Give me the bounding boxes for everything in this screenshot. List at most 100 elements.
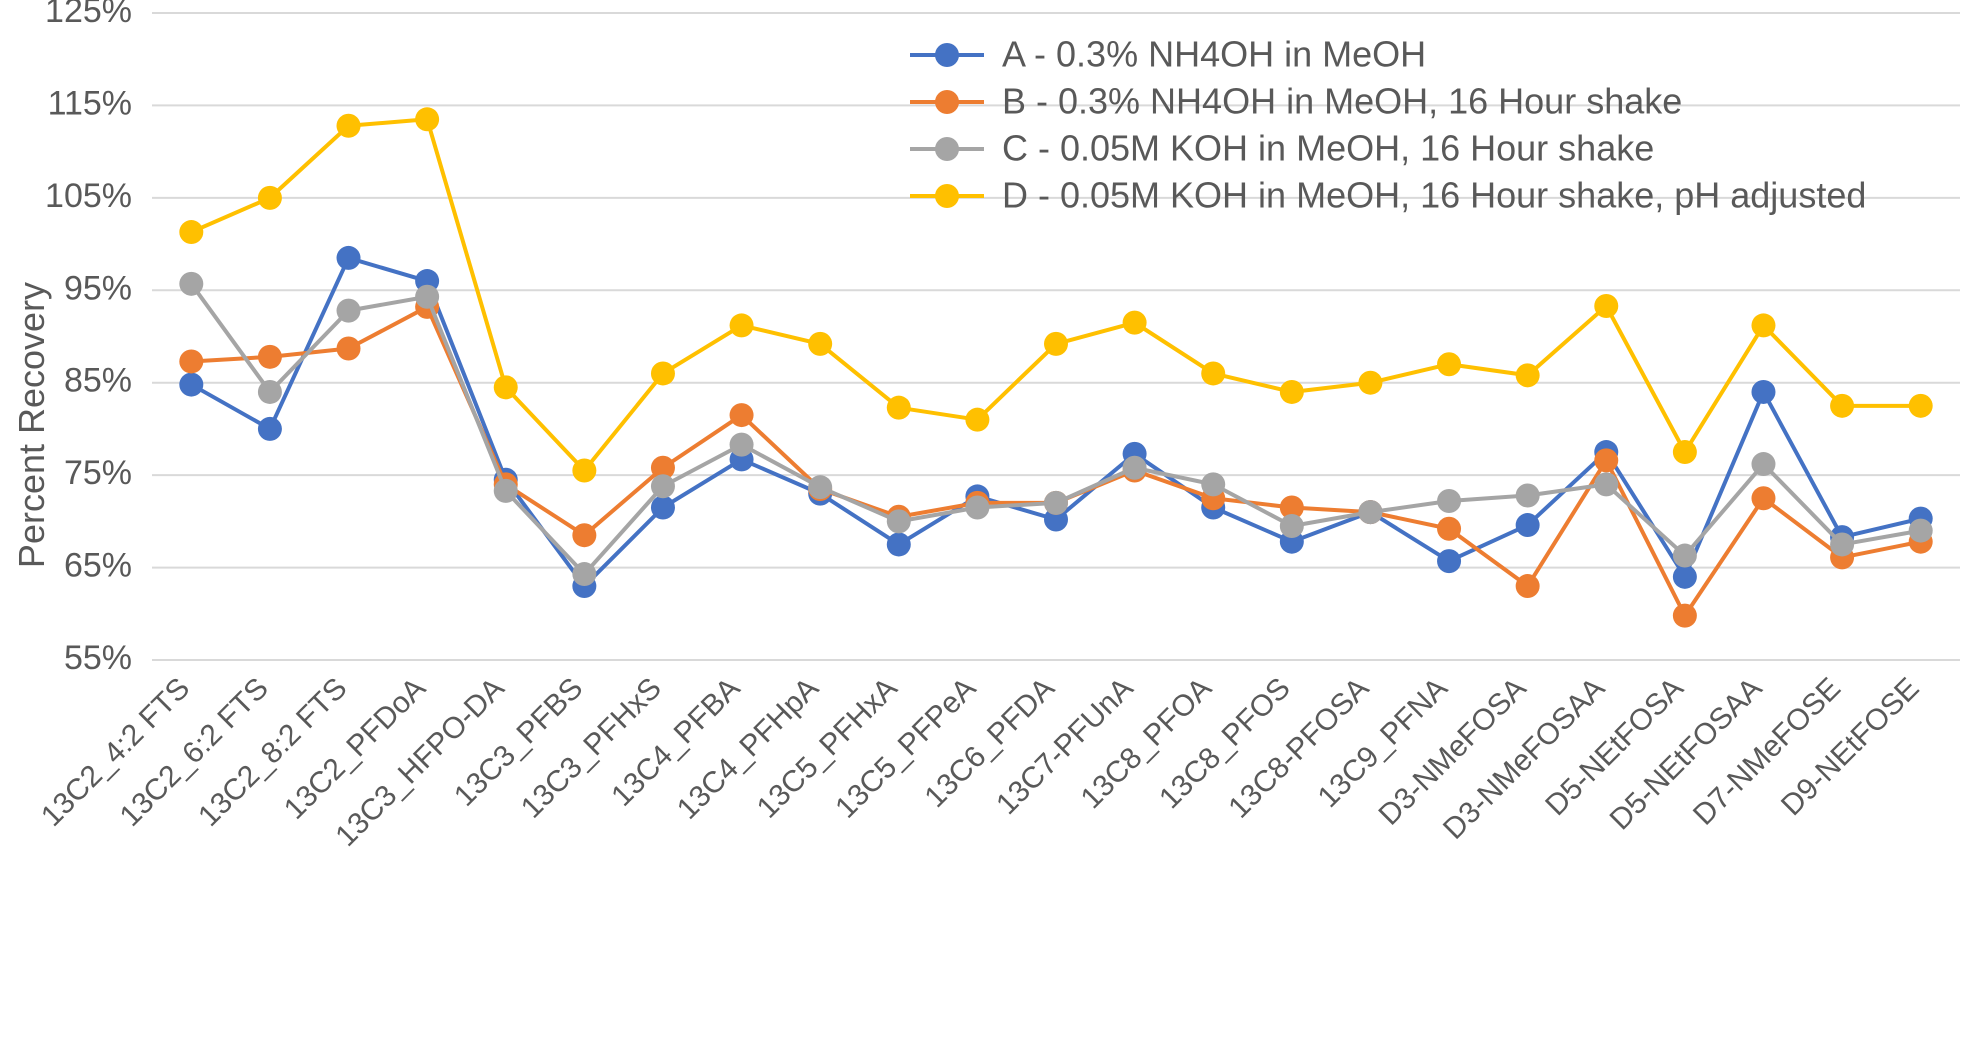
legend-item-label: D - 0.05M KOH in MeOH, 16 Hour shake, pH… bbox=[1002, 175, 1866, 216]
x-axis-tick-label: 13C5_PFPeA bbox=[829, 672, 982, 825]
legend-swatch-marker bbox=[935, 137, 959, 161]
y-axis-tick-label: 75% bbox=[64, 454, 132, 492]
data-point bbox=[1751, 486, 1776, 511]
data-point bbox=[493, 478, 518, 503]
series-d bbox=[179, 107, 1933, 483]
data-point bbox=[493, 375, 518, 400]
data-point bbox=[965, 407, 990, 432]
data-point bbox=[1594, 293, 1619, 318]
data-point bbox=[1672, 603, 1697, 628]
data-point bbox=[729, 403, 754, 428]
data-point bbox=[336, 113, 361, 138]
data-point bbox=[1672, 543, 1697, 568]
y-axis-tick-label: 65% bbox=[64, 547, 132, 585]
x-axis-tick-label: 13C8-PFOSA bbox=[1222, 672, 1375, 825]
y-axis-tick-label: 115% bbox=[48, 84, 132, 122]
data-point bbox=[179, 271, 204, 296]
data-point bbox=[257, 416, 282, 441]
y-axis-tick-label: 95% bbox=[64, 269, 132, 307]
data-point bbox=[1672, 440, 1697, 465]
legend-swatch-marker bbox=[935, 43, 959, 67]
data-point bbox=[650, 495, 675, 520]
data-point bbox=[257, 379, 282, 404]
data-point bbox=[179, 372, 204, 397]
legend-item-label: B - 0.3% NH4OH in MeOH, 16 Hour shake bbox=[1002, 81, 1682, 122]
data-point bbox=[1437, 352, 1462, 377]
x-axis-tick-label: 13C3_PFHxS bbox=[515, 672, 668, 825]
data-point bbox=[1279, 495, 1304, 520]
data-point bbox=[1201, 472, 1226, 497]
legend-item[interactable]: A - 0.3% NH4OH in MeOH bbox=[910, 34, 1426, 75]
x-axis-tick-label: 13C7-PFUnA bbox=[990, 672, 1139, 821]
data-point bbox=[1279, 379, 1304, 404]
data-point bbox=[1358, 500, 1383, 525]
data-point bbox=[336, 336, 361, 361]
data-point bbox=[1201, 361, 1226, 386]
legend-item-label: C - 0.05M KOH in MeOH, 16 Hour shake bbox=[1002, 128, 1654, 169]
data-point bbox=[729, 313, 754, 338]
data-point bbox=[1437, 549, 1462, 574]
y-axis-tick-label: 55% bbox=[64, 639, 132, 677]
data-point bbox=[808, 331, 833, 356]
data-point bbox=[729, 432, 754, 457]
legend-item-label: A - 0.3% NH4OH in MeOH bbox=[1002, 34, 1426, 75]
legend-item[interactable]: C - 0.05M KOH in MeOH, 16 Hour shake bbox=[910, 128, 1654, 169]
data-point bbox=[257, 344, 282, 369]
data-point bbox=[1830, 393, 1855, 418]
data-point bbox=[1751, 313, 1776, 338]
legend-swatch-marker bbox=[935, 90, 959, 114]
data-point bbox=[650, 474, 675, 499]
y-axis-tick-label: 105% bbox=[45, 177, 132, 215]
data-point bbox=[572, 458, 597, 483]
data-point bbox=[415, 284, 440, 309]
data-point bbox=[572, 523, 597, 548]
data-point bbox=[650, 455, 675, 480]
data-point bbox=[1908, 393, 1933, 418]
chart-legend: A - 0.3% NH4OH in MeOH B - 0.3% NH4OH in … bbox=[910, 34, 1866, 216]
data-point bbox=[1751, 379, 1776, 404]
data-point bbox=[886, 509, 911, 534]
x-axis-tick-label: D9-NEtFOSE bbox=[1775, 672, 1926, 823]
data-point bbox=[1672, 564, 1697, 589]
data-point bbox=[1908, 518, 1933, 543]
data-point bbox=[1594, 472, 1619, 497]
plot-series bbox=[179, 107, 1933, 628]
data-point bbox=[886, 532, 911, 557]
y-axis-tick-label: 125% bbox=[45, 0, 132, 30]
data-point bbox=[650, 361, 675, 386]
data-point bbox=[336, 245, 361, 270]
data-point bbox=[1594, 448, 1619, 473]
data-point bbox=[1515, 483, 1540, 508]
data-point bbox=[965, 495, 990, 520]
data-point bbox=[1515, 513, 1540, 538]
y-axis-title: Percent Recovery bbox=[11, 282, 52, 568]
data-point bbox=[1122, 455, 1147, 480]
data-point bbox=[1279, 513, 1304, 538]
data-point bbox=[336, 298, 361, 323]
data-point bbox=[257, 185, 282, 210]
series-c bbox=[179, 271, 1933, 587]
data-point bbox=[1830, 532, 1855, 557]
y-axis-tick-labels: 55% 65% 75% 85% 95% 105% 115% 125% bbox=[45, 0, 132, 677]
data-point bbox=[1044, 331, 1068, 356]
data-point bbox=[179, 349, 204, 374]
data-point bbox=[1515, 363, 1540, 388]
data-point bbox=[1122, 310, 1147, 335]
series-line bbox=[189, 117, 1923, 473]
data-point bbox=[1515, 574, 1540, 599]
data-point bbox=[886, 395, 911, 420]
data-point bbox=[1751, 452, 1776, 477]
gridlines bbox=[152, 12, 1960, 661]
legend-swatch-marker bbox=[935, 184, 959, 208]
data-point bbox=[1437, 516, 1462, 541]
x-axis-tick-label: D5-NEtFOSA bbox=[1539, 672, 1690, 823]
legend-item[interactable]: D - 0.05M KOH in MeOH, 16 Hour shake, pH… bbox=[910, 175, 1866, 216]
data-point bbox=[1044, 507, 1068, 532]
legend-item[interactable]: B - 0.3% NH4OH in MeOH, 16 Hour shake bbox=[910, 81, 1682, 122]
data-point bbox=[415, 107, 440, 132]
data-point bbox=[1358, 370, 1383, 395]
data-point bbox=[572, 562, 597, 587]
